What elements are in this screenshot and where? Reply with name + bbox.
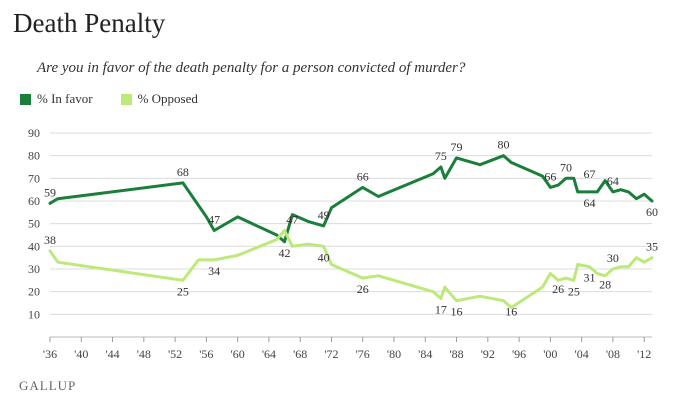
x-tick-label: '84 xyxy=(418,347,432,361)
data-label: 64 xyxy=(583,196,595,210)
legend-item-in-favor: % In favor xyxy=(20,91,93,107)
data-label: 80 xyxy=(497,138,509,152)
x-tick-label: '08 xyxy=(606,347,620,361)
data-label: 26 xyxy=(552,282,564,296)
x-tick-label: '80 xyxy=(387,347,401,361)
legend-swatch-in-favor xyxy=(20,93,31,105)
y-tick-label: 70 xyxy=(28,171,40,185)
y-tick-label: 80 xyxy=(28,149,40,163)
y-tick-label: 20 xyxy=(28,285,40,299)
data-label: 66 xyxy=(357,169,369,183)
x-tick-label: '88 xyxy=(449,347,463,361)
data-label: 47 xyxy=(286,212,298,226)
data-label: 47 xyxy=(208,212,220,226)
legend-item-opposed: % Opposed xyxy=(120,91,198,107)
data-label: 67 xyxy=(583,167,595,181)
data-label: 25 xyxy=(177,284,189,298)
data-label: 60 xyxy=(646,205,658,219)
x-tick-label: '00 xyxy=(543,347,557,361)
data-label: 75 xyxy=(435,149,447,163)
chart-title: Death Penalty xyxy=(13,8,166,38)
data-label: 26 xyxy=(357,282,369,296)
data-label: 66 xyxy=(544,169,556,183)
x-tick-label: '96 xyxy=(512,347,526,361)
data-label: 38 xyxy=(44,233,56,247)
legend: % In favor % Opposed xyxy=(20,91,198,107)
x-tick-label: '04 xyxy=(575,347,589,361)
data-label: 79 xyxy=(451,140,463,154)
x-tick-label: '44 xyxy=(105,347,119,361)
x-tick-label: '40 xyxy=(74,347,88,361)
legend-label-opposed: % Opposed xyxy=(137,91,198,106)
data-label: 70 xyxy=(560,160,572,174)
data-label: 68 xyxy=(177,165,189,179)
data-label: 17 xyxy=(435,302,447,316)
series-line-in-favor xyxy=(48,154,654,244)
data-label: 16 xyxy=(505,305,517,319)
data-label: 30 xyxy=(607,251,619,265)
y-tick-label: 50 xyxy=(28,217,40,231)
x-tick-label: '12 xyxy=(637,347,651,361)
legend-label-in-favor: % In favor xyxy=(37,91,93,106)
y-tick-label: 90 xyxy=(28,126,40,140)
x-tick-label: '52 xyxy=(168,347,182,361)
data-label: 34 xyxy=(208,264,220,278)
y-tick-label: 30 xyxy=(28,262,40,276)
x-tick-label: '92 xyxy=(481,347,495,361)
data-label: 31 xyxy=(583,271,595,285)
x-tick-label: '64 xyxy=(262,347,276,361)
y-tick-label: 10 xyxy=(28,307,40,321)
x-tick-label: '48 xyxy=(137,347,151,361)
chart-subtitle: Are you in favor of the death penalty fo… xyxy=(37,60,466,76)
x-tick-label: '36 xyxy=(43,347,57,361)
series-line-opposed xyxy=(48,229,654,309)
data-label: 35 xyxy=(646,240,658,254)
data-label: 28 xyxy=(599,278,611,292)
y-tick-label: 60 xyxy=(28,194,40,208)
data-label: 25 xyxy=(568,284,580,298)
x-tick-label: '76 xyxy=(356,347,370,361)
source-label: GALLUP xyxy=(19,378,77,393)
x-tick-label: '60 xyxy=(231,347,245,361)
y-tick-label: 40 xyxy=(28,239,40,253)
legend-swatch-opposed xyxy=(120,93,132,105)
data-label: 64 xyxy=(607,174,619,188)
data-label: 49 xyxy=(318,208,330,222)
x-tick-label: '72 xyxy=(324,347,338,361)
x-tick-label: '68 xyxy=(293,347,307,361)
data-label: 42 xyxy=(279,246,291,260)
data-label: 59 xyxy=(44,185,56,199)
x-tick-label: '56 xyxy=(199,347,213,361)
data-label: 40 xyxy=(318,250,330,264)
data-label: 16 xyxy=(451,305,463,319)
